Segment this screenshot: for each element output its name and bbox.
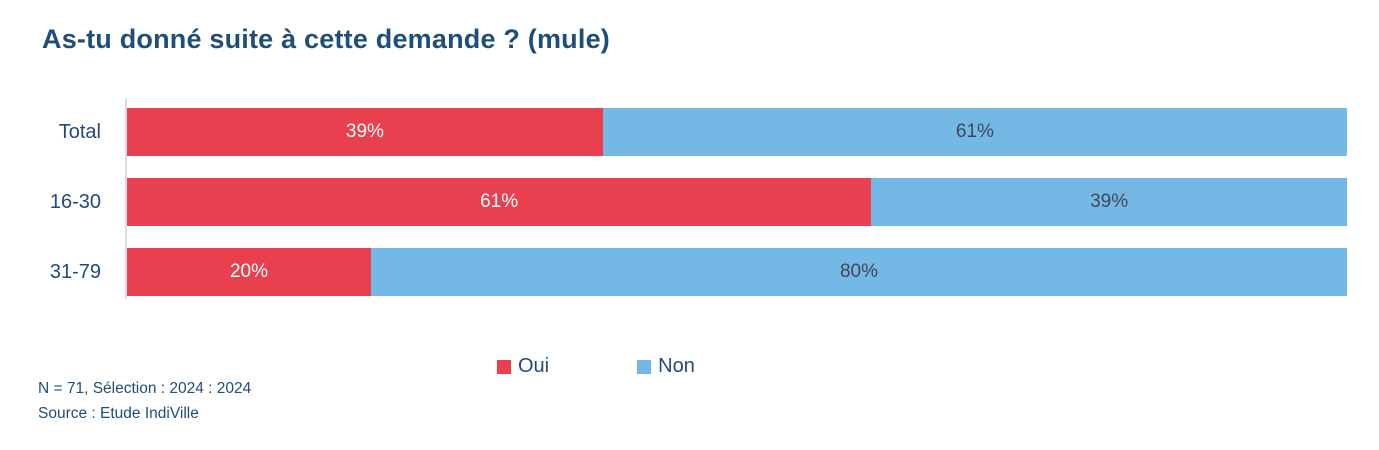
data-label: 80% xyxy=(839,261,879,282)
category-label: 16-30 xyxy=(49,190,101,213)
chart-row: Total 39% 61% xyxy=(0,108,1379,156)
plot-area: Total 39% 61% 16-30 61% 39% 31-79 20% 80% xyxy=(0,98,1379,299)
stacked-bar: 39% 61% xyxy=(127,108,1347,156)
bar-segment-oui: 39% xyxy=(127,108,603,156)
data-label: 61% xyxy=(955,121,994,142)
bar-segment-non: 61% xyxy=(602,108,1347,156)
legend-item-oui: Oui xyxy=(497,355,549,378)
category-label: Total xyxy=(58,120,101,143)
legend-label-oui: Oui xyxy=(518,355,550,377)
footnote: N = 71, Sélection : 2024 : 2024 Source :… xyxy=(38,377,251,426)
bar-segment-non: 80% xyxy=(371,248,1347,296)
chart-row: 31-79 20% 80% xyxy=(0,248,1379,296)
data-label: 20% xyxy=(229,261,269,282)
category-label: 31-79 xyxy=(49,260,101,283)
bar-segment-oui: 61% xyxy=(127,178,872,226)
legend-swatch-oui xyxy=(497,359,511,374)
chart-row: 16-30 61% 39% xyxy=(0,178,1379,226)
stacked-bar: 61% 39% xyxy=(127,178,1347,226)
legend-swatch-non xyxy=(637,359,652,374)
chart-title: As-tu donné suite à cette demande ? (mul… xyxy=(42,24,610,54)
footnote-source: Source : Etude IndiVille xyxy=(38,404,199,422)
legend: Oui Non xyxy=(497,355,695,378)
plot-rows: Total 39% 61% 16-30 61% 39% 31-79 20% 80% xyxy=(0,108,1379,296)
data-label: 39% xyxy=(345,121,384,142)
legend-item-non: Non xyxy=(637,355,695,378)
bar-segment-non: 39% xyxy=(871,178,1347,226)
y-axis-line xyxy=(125,98,127,299)
footnote-selection: N = 71, Sélection : 2024 : 2024 xyxy=(38,380,252,397)
data-label: 61% xyxy=(480,191,519,212)
legend-label-non: Non xyxy=(658,355,695,377)
stacked-bar: 20% 80% xyxy=(127,248,1347,296)
data-label: 39% xyxy=(1090,191,1129,212)
bar-segment-oui: 20% xyxy=(127,248,371,296)
